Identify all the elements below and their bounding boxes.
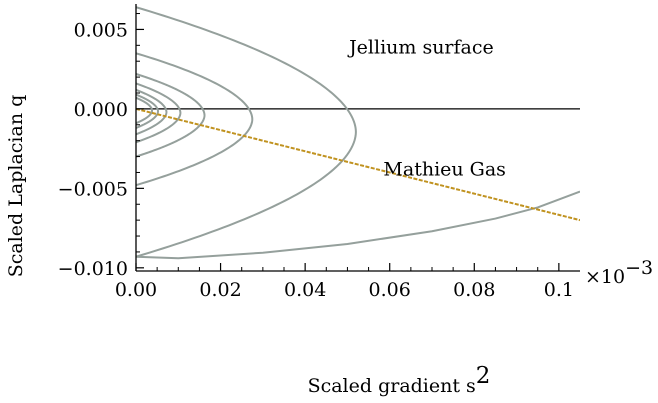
jellium-open-branch bbox=[136, 190, 580, 260]
jellium-loop-1 bbox=[136, 6, 357, 258]
y-tick-label: −0.005 bbox=[58, 178, 128, 200]
jellium-loop-5 bbox=[136, 88, 168, 136]
labels: Scaled Laplacian q Scaled gradient s2 ×1… bbox=[5, 36, 653, 397]
x-tick-label: 0.1 bbox=[544, 279, 574, 301]
jellium-loop-3 bbox=[136, 72, 206, 158]
jellium-loop-6 bbox=[136, 93, 159, 129]
x-multiplier-label: ×10−3 bbox=[585, 257, 653, 288]
x-multiplier-exponent: −3 bbox=[625, 257, 653, 279]
x-axis-title-text: Scaled gradient s bbox=[308, 375, 476, 397]
plot-area bbox=[136, 6, 580, 260]
jellium-loop-7 bbox=[136, 96, 154, 125]
y-axis-title: Scaled Laplacian q bbox=[5, 95, 27, 278]
ticks: 0.00 0.02 0.04 0.06 0.08 0.1 0.005 0.000 −0.005 −… bbox=[58, 13, 574, 301]
jellium-loop-2 bbox=[136, 52, 254, 187]
y-tick-label: 0.005 bbox=[74, 19, 128, 41]
x-tick-label: 0.04 bbox=[284, 279, 326, 301]
x-axis-title: Scaled gradient s2 bbox=[308, 363, 491, 397]
mathieu-gas-line bbox=[136, 107, 580, 222]
x-tick-label: 0.02 bbox=[199, 279, 241, 301]
jellium-loop-4 bbox=[136, 82, 182, 144]
jellium-label: Jellium surface bbox=[347, 36, 494, 58]
y-tick-label: −0.010 bbox=[58, 258, 128, 280]
mathieu-label: Mathieu Gas bbox=[383, 159, 506, 181]
axes bbox=[135, 4, 580, 272]
x-axis-title-superscript: 2 bbox=[476, 363, 491, 389]
x-tick-label: 0.08 bbox=[453, 279, 495, 301]
x-tick-label: 0.00 bbox=[115, 279, 157, 301]
x-tick-label: 0.06 bbox=[369, 279, 411, 301]
x-multiplier-base: ×10 bbox=[585, 266, 625, 288]
y-tick-label: 0.000 bbox=[74, 99, 128, 121]
